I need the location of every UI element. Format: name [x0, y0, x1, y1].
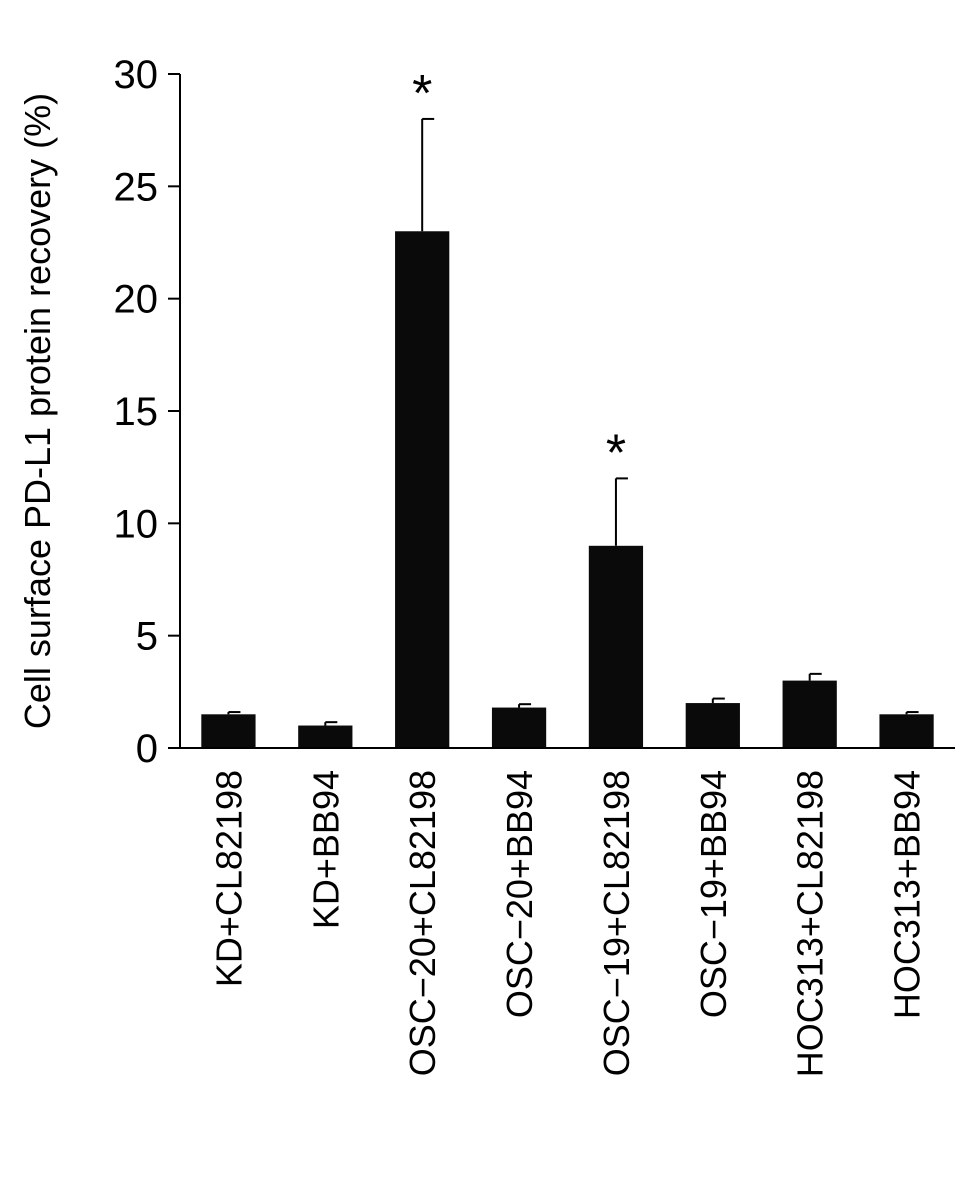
y-tick-label: 5 [136, 615, 158, 659]
significance-asterisk: * [606, 424, 626, 482]
bar [879, 714, 934, 748]
y-tick-label: 15 [114, 390, 159, 434]
y-tick-label: 10 [114, 502, 159, 546]
y-tick-label: 20 [114, 278, 159, 322]
significance-markers: ** [412, 65, 626, 482]
x-tick-label: OSC−20+BB94 [499, 770, 540, 1018]
x-tick-label: OSC−19+CL82198 [596, 770, 637, 1076]
x-tick-label: HOC313+BB94 [887, 770, 928, 1019]
y-tick-label: 30 [114, 53, 159, 97]
y-tick-label: 0 [136, 727, 158, 771]
x-tick-label: OSC−19+BB94 [693, 770, 734, 1018]
x-tick-label: KD+CL82198 [208, 770, 249, 987]
error-bars [227, 117, 919, 726]
x-tick-label: KD+BB94 [305, 770, 346, 929]
bar [491, 707, 547, 748]
x-tick-label: OSC−20+CL82198 [402, 770, 443, 1076]
bar [588, 545, 644, 748]
x-tick-label: HOC313+CL82198 [790, 770, 831, 1077]
x-axis: KD+CL82198 KD+BB94 OSC−20+CL82198 OSC−20+BB… [180, 747, 955, 1077]
y-tick-label: 25 [114, 165, 159, 209]
bar [298, 725, 353, 748]
bar [395, 231, 450, 748]
bars [201, 231, 934, 748]
y-axis-title: Cell surface PD-L1 protein recovery (%) [17, 93, 58, 729]
bar [782, 680, 837, 748]
bar [685, 703, 740, 748]
significance-asterisk: * [412, 65, 432, 123]
bar [201, 714, 256, 748]
y-axis: 0 5 10 15 20 25 30 [114, 53, 181, 771]
